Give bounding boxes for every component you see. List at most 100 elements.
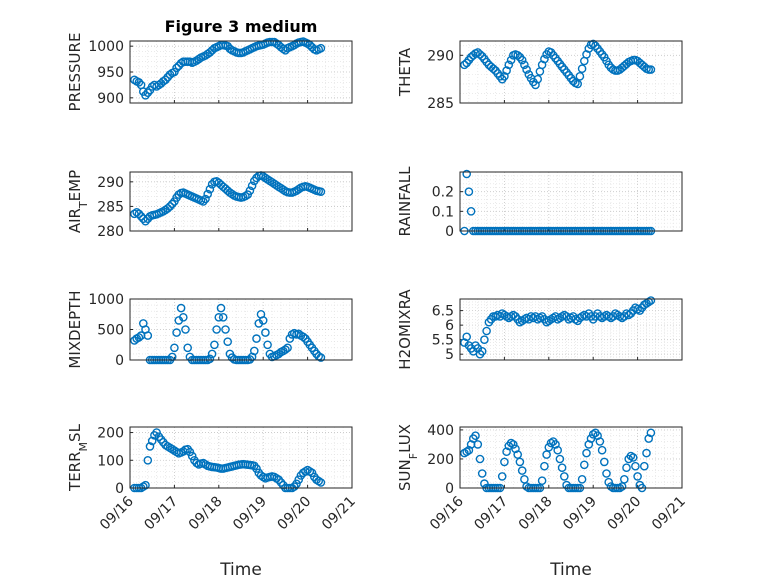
y-tick-label: 6.5 <box>432 304 454 320</box>
y-tick-label: 0 <box>115 353 124 369</box>
data-point <box>646 296 656 305</box>
data-point <box>172 63 181 73</box>
y-axis-label-part: SL <box>66 423 84 442</box>
data-point <box>462 332 472 342</box>
data-point <box>134 209 144 219</box>
data-point <box>263 340 272 350</box>
data-point <box>172 328 181 337</box>
data-point <box>205 184 215 194</box>
y-axis-label-subscript: T <box>77 201 90 209</box>
data-point <box>620 474 629 484</box>
data-point <box>488 64 498 73</box>
data-point <box>203 189 212 199</box>
data-point <box>187 451 197 461</box>
data-point <box>588 39 598 49</box>
data-point <box>143 88 153 97</box>
x-tick-label: 09/16 <box>427 493 467 533</box>
data-point <box>482 326 491 336</box>
data-point <box>604 477 614 487</box>
subplot-6: 55.566.5 H2OMIXRA <box>396 289 683 370</box>
series-markers <box>130 428 326 493</box>
subplot-7: 0 100 200 TERRMSL 09/16 09/17 09/18 09/19 09/20 0… <box>66 423 359 580</box>
x-tick-label: 09/17 <box>471 494 511 534</box>
data-point <box>141 216 150 226</box>
y-tick-label: 950 <box>97 65 124 81</box>
data-point <box>167 199 177 209</box>
y-axis-label: SUNFLUX <box>396 424 420 491</box>
data-point <box>480 335 489 345</box>
data-point <box>316 478 326 487</box>
data-point <box>513 450 523 459</box>
x-tick-label: 09/21 <box>319 494 359 534</box>
data-point <box>597 445 607 455</box>
subplot-8: 0 200 400 SUNFLUX 09/16 09/17 09/18 09/19 09/20 0… <box>396 423 689 580</box>
data-point <box>577 474 587 484</box>
y-tick-label: 280 <box>97 224 124 240</box>
y-axis-label-part: AIR <box>66 208 84 233</box>
y-tick-label: 1000 <box>88 39 124 55</box>
data-point <box>504 60 514 70</box>
x-tick-label: 09/20 <box>605 494 645 534</box>
data-point <box>249 346 259 356</box>
y-tick-label: 0 <box>445 481 454 497</box>
data-point <box>462 447 472 457</box>
y-tick-label: 0 <box>445 224 454 240</box>
data-point <box>316 353 326 362</box>
data-point <box>183 343 192 353</box>
data-point <box>141 480 150 490</box>
data-point <box>307 468 317 478</box>
data-point <box>577 64 587 73</box>
data-point <box>531 80 540 90</box>
data-point <box>134 78 144 87</box>
data-point <box>631 461 640 471</box>
y-axis-label: AIRTEMP <box>66 170 90 233</box>
data-point <box>145 442 155 451</box>
data-point <box>475 454 485 464</box>
axes-frame <box>129 426 353 489</box>
data-point <box>178 312 188 322</box>
data-point <box>557 463 567 473</box>
y-axis-label: THETA <box>396 47 414 97</box>
data-point <box>227 189 237 199</box>
subplot-3: 280 285 290 AIRTEMP <box>66 170 353 240</box>
data-point <box>477 469 487 478</box>
y-tick-label: 290 <box>427 48 454 64</box>
data-point <box>460 60 469 70</box>
data-point <box>580 460 589 470</box>
data-point <box>292 479 301 489</box>
data-point <box>575 72 585 81</box>
data-point <box>214 312 224 322</box>
data-point <box>466 206 476 216</box>
y-tick-label: 0.1 <box>432 204 454 220</box>
data-point <box>176 303 186 313</box>
data-point <box>216 303 226 313</box>
y-axis-label: TERRMSL <box>66 423 90 492</box>
data-point <box>646 65 656 74</box>
x-axis-label: Time <box>549 560 592 580</box>
subplot-4: 0 0.1 0.2 RAINFALL <box>396 166 683 240</box>
data-point <box>143 455 153 465</box>
y-tick-label: 5 <box>445 347 454 363</box>
data-point <box>633 472 642 481</box>
data-point <box>497 472 507 481</box>
data-point <box>198 197 208 206</box>
y-tick-label: 0.2 <box>432 185 454 201</box>
y-axis-label: RAINFALL <box>396 166 414 237</box>
y-tick-label: 100 <box>97 453 124 469</box>
y-axis-label-subscript: F <box>407 453 420 459</box>
x-tick-label: 09/19 <box>560 494 600 534</box>
data-point <box>515 457 525 467</box>
data-point <box>210 340 219 350</box>
data-point <box>294 475 304 485</box>
plot-area <box>130 427 352 488</box>
data-point <box>316 43 326 53</box>
y-tick-label: 200 <box>427 452 454 468</box>
y-axis-label-part: SUN <box>396 459 414 491</box>
data-point <box>185 447 195 457</box>
data-point <box>573 79 583 89</box>
y-tick-label: 0 <box>115 481 124 497</box>
data-point <box>595 437 605 446</box>
data-point <box>508 440 518 449</box>
y-tick-label: 285 <box>97 199 124 215</box>
